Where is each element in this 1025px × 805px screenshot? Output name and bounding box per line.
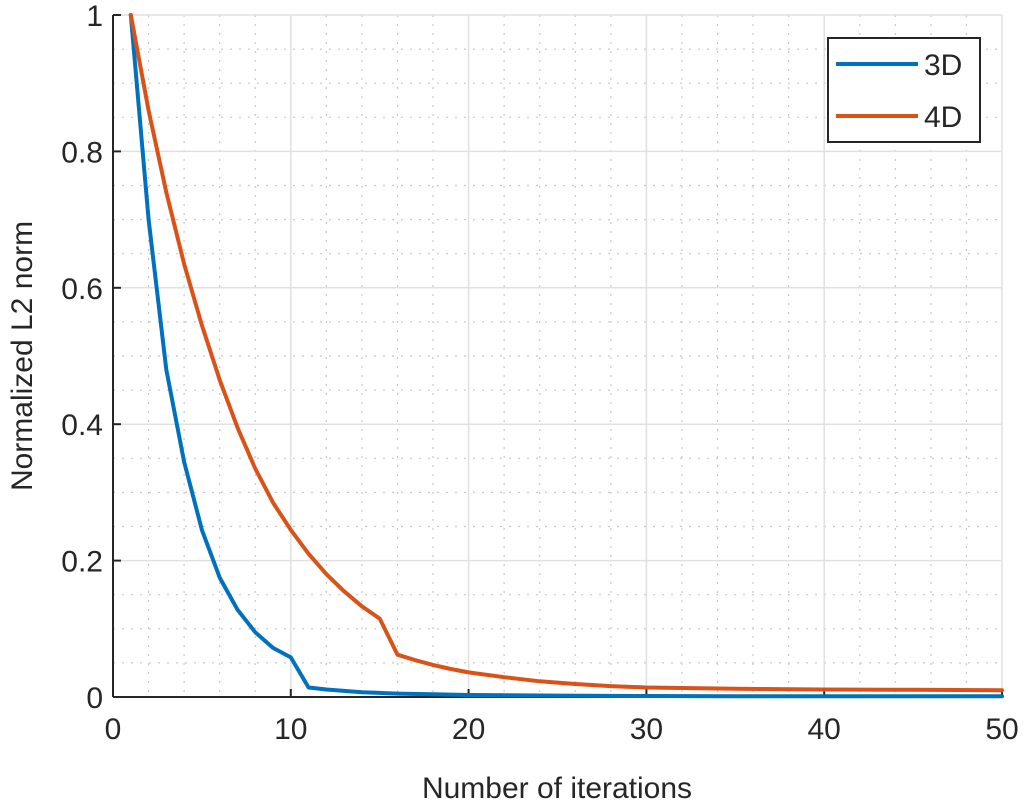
y-tick-label: 0.4 [61,409,103,442]
series-line-3d [128,13,1004,699]
y-tick-label: 0.2 [61,546,103,579]
x-tick-label: 0 [105,713,122,746]
minor-grid [113,15,1002,697]
legend-label-3d: 3D [924,49,962,82]
x-tick-label: 30 [630,713,663,746]
x-tick-label: 50 [985,713,1018,746]
x-axis-ticks: 0 10 20 30 40 50 [105,689,1019,746]
y-axis-label: Normalized L2 norm [6,221,39,491]
x-tick-label: 40 [808,713,841,746]
x-tick-label: 10 [274,713,307,746]
series-line-4d [128,13,1004,693]
x-axis-label: Number of iterations [422,772,692,805]
x-tick-label: 20 [452,713,485,746]
legend-box [827,37,981,143]
y-tick-label: 0 [86,682,103,715]
y-axis-ticks: 0 0.2 0.4 0.6 0.8 1 [61,0,121,715]
y-tick-label: 0.6 [61,273,103,306]
y-tick-label: 1 [86,0,103,33]
legend: 3D 4D [827,37,981,143]
data-series [128,13,1004,699]
legend-label-4d: 4D [924,101,962,134]
y-tick-label: 0.8 [61,136,103,169]
